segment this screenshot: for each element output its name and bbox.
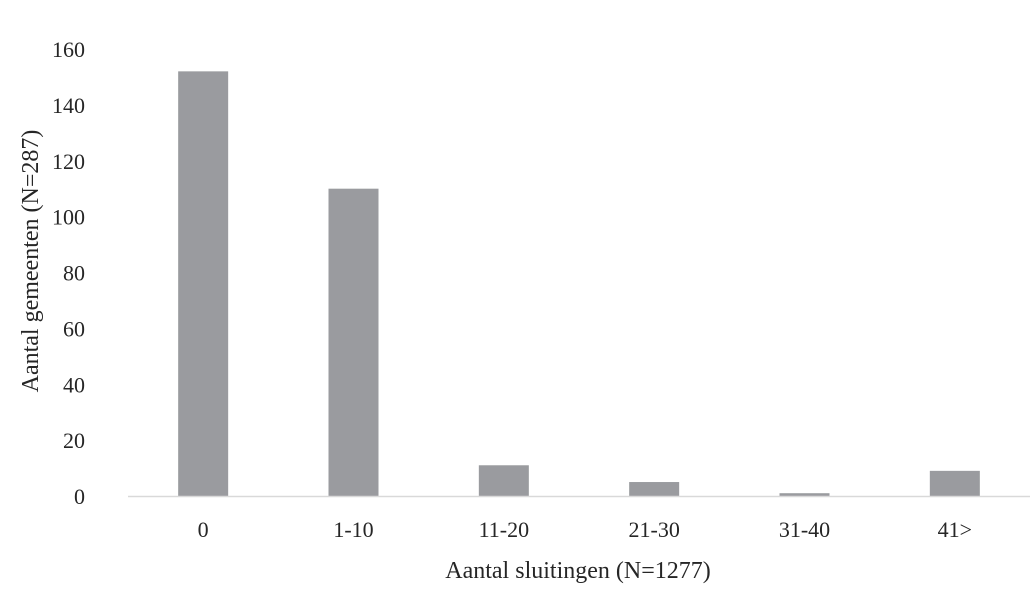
- x-tick-label: 0: [198, 517, 209, 542]
- bars: [178, 71, 980, 496]
- bar-4: [779, 493, 830, 496]
- y-tick-label: 0: [74, 484, 85, 509]
- y-tick-label: 20: [63, 428, 85, 453]
- y-tick-label: 120: [52, 149, 85, 174]
- x-tick-label: 41>: [938, 517, 972, 542]
- y-tick-label: 140: [52, 93, 85, 118]
- y-tick-label: 160: [52, 37, 85, 62]
- bar-2: [478, 465, 529, 496]
- y-tick-label: 100: [52, 205, 85, 230]
- x-tick-label: 21-30: [629, 517, 680, 542]
- bar-0: [178, 71, 229, 496]
- x-tick-label: 31-40: [779, 517, 830, 542]
- x-axis-label: Aantal sluitingen (N=1277): [445, 558, 711, 584]
- y-tick-label: 60: [63, 316, 85, 341]
- x-tick-label: 1-10: [333, 517, 373, 542]
- bar-1: [328, 188, 379, 496]
- y-axis-ticks: 0 20 40 60 80 100 120 140 160: [52, 37, 85, 509]
- y-tick-label: 40: [63, 372, 85, 397]
- bar-3: [629, 482, 680, 496]
- x-tick-label: 11-20: [479, 517, 530, 542]
- y-tick-label: 80: [63, 261, 85, 286]
- bar-5: [929, 470, 980, 496]
- y-axis-label: Aantal gemeenten (N=287): [18, 130, 44, 393]
- x-axis-ticks: 0 1-10 11-20 21-30 31-40 41>: [198, 517, 972, 542]
